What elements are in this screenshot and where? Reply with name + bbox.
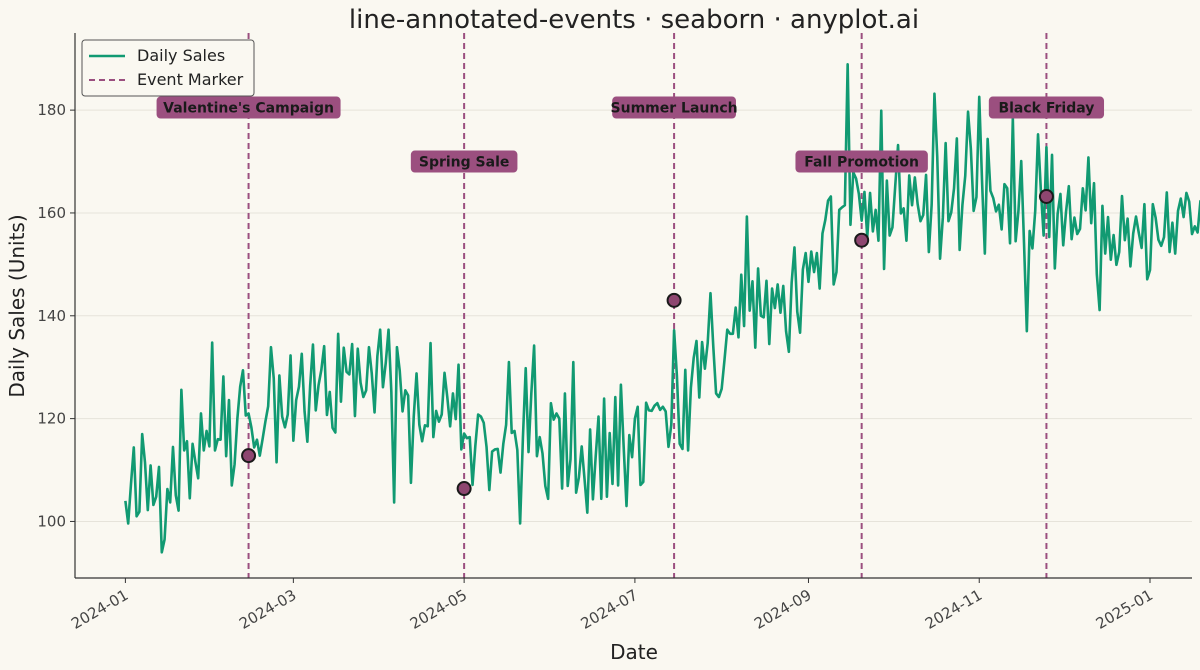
event-point xyxy=(241,448,257,464)
event-label-box xyxy=(612,96,736,119)
y-tick-label: 180 xyxy=(37,101,66,119)
event-point xyxy=(1038,189,1054,204)
series-group xyxy=(124,63,1200,554)
event-labels: Valentine's Campaign Spring Sale Summer La… xyxy=(156,96,1105,497)
event-label: Black Friday xyxy=(998,101,1094,117)
legend-label-daily-sales: Daily Sales xyxy=(137,46,225,65)
event-label-box xyxy=(156,96,341,119)
event-point xyxy=(456,481,472,497)
series-line-daily-sales xyxy=(124,63,1200,554)
chart-title: line-annotated-events · seaborn · anyplo… xyxy=(349,5,919,35)
event-label: Summer Launch xyxy=(611,101,738,117)
grid-lines xyxy=(75,109,1192,522)
y-tick-label: 160 xyxy=(37,204,66,222)
event-label: Spring Sale xyxy=(419,155,510,171)
event-point xyxy=(854,232,870,248)
x-axis-label: Date xyxy=(610,640,658,664)
y-tick-label: 140 xyxy=(37,307,66,325)
legend: Daily Sales Event Marker xyxy=(81,39,255,97)
y-tick-label: 120 xyxy=(37,410,66,428)
event-label-box xyxy=(988,96,1105,119)
legend-box xyxy=(81,39,255,97)
legend-label-event-marker: Event Marker xyxy=(137,70,244,89)
event-label-box xyxy=(410,150,518,173)
y-tick-label: 100 xyxy=(37,512,66,530)
event-label: Fall Promotion xyxy=(804,155,919,171)
event-point xyxy=(666,292,682,308)
event-label-box xyxy=(795,150,928,173)
event-label: Valentine's Campaign xyxy=(163,101,334,117)
y-axis-label: Daily Sales (Units) xyxy=(5,214,29,397)
